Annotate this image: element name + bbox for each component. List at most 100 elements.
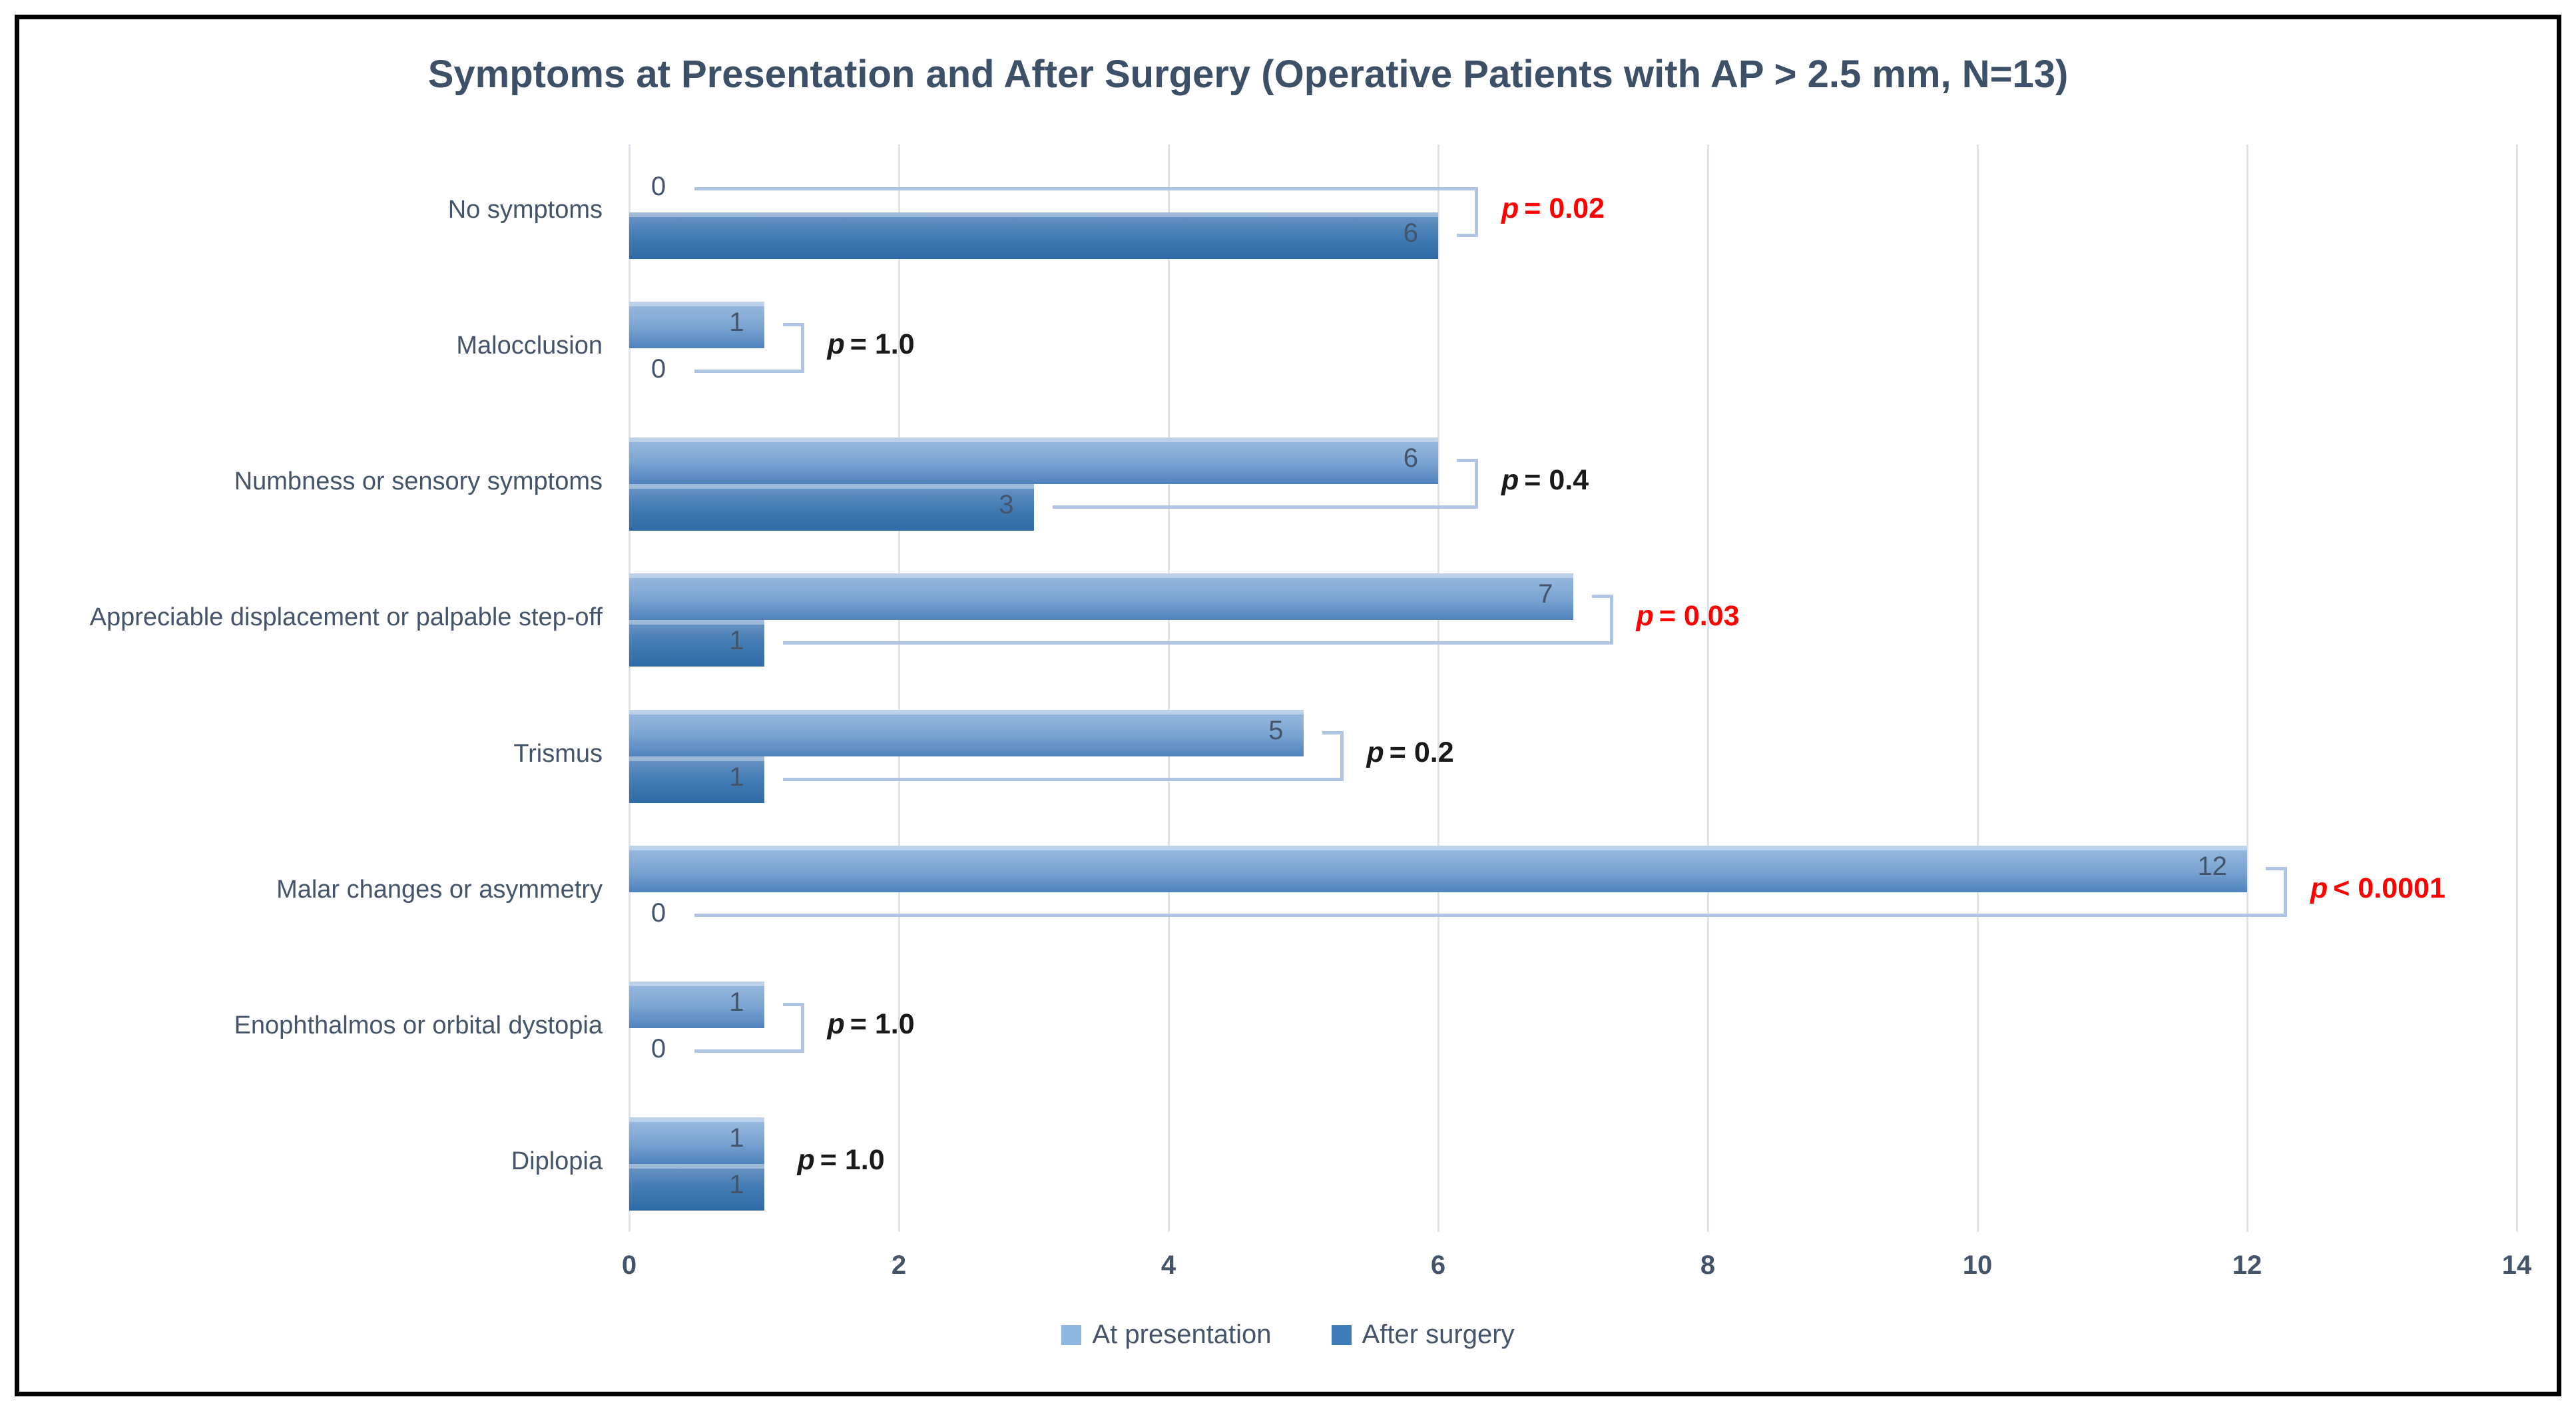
x-tick-label: 0 (621, 1251, 637, 1280)
legend-swatch-icon (1331, 1324, 1352, 1345)
value-label-zero: 0 (650, 354, 666, 384)
p-value-label: p < 0.0001 (2310, 872, 2446, 904)
bar-highlight (629, 573, 1573, 579)
value-label: 6 (1403, 218, 1418, 248)
x-tick-label: 2 (891, 1251, 907, 1280)
bar-at-presentation (629, 709, 1304, 756)
bracket-line-vertical (2284, 866, 2287, 917)
p-italic: p (1366, 736, 1384, 768)
legend-item-at-presentation: At presentation (1061, 1320, 1272, 1350)
x-tick-label: 4 (1160, 1251, 1176, 1280)
bar-highlight (629, 1117, 764, 1122)
bracket-line-top (1591, 595, 1613, 599)
value-label: 1 (729, 987, 744, 1017)
p-italic: p (1501, 464, 1519, 497)
bar-after-surgery (629, 484, 1034, 531)
category-label: Malar changes or asymmetry (276, 875, 603, 904)
bracket-line-bottom (1052, 505, 1478, 509)
gridline-x-6 (1437, 144, 1439, 1232)
value-label: 1 (729, 626, 744, 656)
gridline-x-2 (898, 144, 900, 1232)
value-label: 1 (729, 1123, 744, 1153)
bracket-line-top (694, 187, 1478, 191)
p-value-label: p = 0.2 (1366, 736, 1454, 768)
bar-after-surgery (629, 620, 764, 667)
p-italic: p (797, 1143, 815, 1176)
bracket-line-vertical (800, 1002, 804, 1053)
bar-highlight (629, 212, 1438, 218)
bar-at-presentation (629, 437, 1438, 485)
gridline-x-14 (2516, 144, 2518, 1232)
value-label: 1 (729, 1169, 744, 1199)
bracket-line-bottom (694, 1049, 804, 1053)
value-label: 7 (1538, 579, 1553, 609)
bar-at-presentation (629, 845, 2247, 892)
legend-label: After surgery (1362, 1320, 1515, 1349)
bracket-line-vertical (1475, 459, 1478, 509)
bar-highlight (629, 709, 1304, 714)
gridline-x-8 (1707, 144, 1709, 1232)
bar-highlight (629, 1163, 764, 1169)
p-value-label: p = 1.0 (827, 328, 915, 361)
category-label: No symptoms (447, 196, 603, 224)
bracket-line-vertical (1475, 187, 1478, 238)
legend: At presentation After surgery (0, 1320, 2576, 1350)
p-value-label: p = 0.03 (1636, 600, 1740, 633)
value-label: 12 (2197, 851, 2228, 881)
p-italic: p (1636, 600, 1654, 633)
p-italic: p (1501, 192, 1519, 225)
x-tick-label: 6 (1430, 1251, 1446, 1280)
p-value-label: p = 1.0 (797, 1143, 885, 1176)
bar-at-presentation (629, 1117, 764, 1164)
value-label-zero: 0 (650, 898, 666, 928)
category-label: Trismus (513, 739, 603, 768)
gridline-x-10 (1977, 144, 1979, 1232)
category-label: Diplopia (511, 1147, 603, 1175)
bar-highlight (629, 620, 764, 625)
category-label: Appreciable displacement or palpable ste… (89, 603, 603, 632)
value-label-zero: 0 (650, 172, 666, 202)
p-italic: p (827, 328, 845, 361)
bar-highlight (629, 845, 2247, 850)
legend-label: At presentation (1092, 1320, 1272, 1349)
bracket-line-top (2266, 866, 2287, 870)
category-label: Numbness or sensory symptoms (234, 467, 603, 496)
bar-at-presentation (629, 981, 764, 1028)
bar-after-surgery (629, 756, 764, 803)
gridline-x-12 (2246, 144, 2248, 1232)
gridline-x-4 (1168, 144, 1170, 1232)
value-label-zero: 0 (650, 1033, 666, 1063)
value-label: 5 (1268, 715, 1284, 745)
bracket-line-vertical (1340, 730, 1344, 781)
bracket-line-vertical (800, 323, 804, 374)
category-label: Malocclusion (456, 332, 603, 360)
value-label: 3 (999, 490, 1014, 520)
x-tick-label: 12 (2232, 1251, 2262, 1280)
bracket-line-top (1457, 459, 1478, 463)
bar-highlight (629, 981, 764, 986)
bar-highlight (629, 756, 764, 761)
bar-after-surgery (629, 1163, 764, 1211)
category-label: Enophthalmos or orbital dystopia (234, 1011, 603, 1039)
bracket-line-bottom (1457, 234, 1478, 238)
value-label: 1 (729, 308, 744, 338)
bracket-line-bottom (782, 641, 1613, 645)
p-italic: p (827, 1007, 845, 1040)
x-tick-label: 8 (1700, 1251, 1716, 1280)
bracket-line-vertical (1609, 595, 1613, 645)
bracket-line-top (782, 1002, 804, 1006)
bar-highlight (629, 302, 764, 307)
bracket-line-bottom (694, 370, 804, 374)
p-italic: p (2310, 872, 2328, 904)
value-label: 6 (1403, 443, 1418, 473)
p-value-label: p = 0.4 (1501, 464, 1589, 497)
bar-at-presentation (629, 302, 764, 349)
bar-at-presentation (629, 573, 1573, 621)
legend-item-after-surgery: After surgery (1331, 1320, 1515, 1350)
p-value-label: p = 0.02 (1501, 192, 1605, 225)
value-label: 1 (729, 762, 744, 792)
legend-swatch-icon (1061, 1324, 1082, 1345)
bar-highlight (629, 437, 1438, 443)
p-value-label: p = 1.0 (827, 1007, 915, 1040)
